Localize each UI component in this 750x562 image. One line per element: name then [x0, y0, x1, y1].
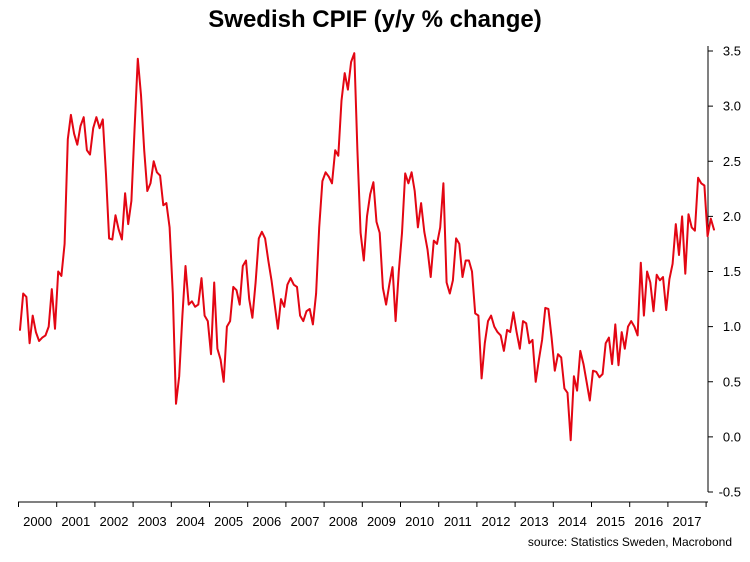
x-tick-label: 2012 — [482, 514, 511, 529]
y-tick-label: 0.0 — [723, 429, 741, 444]
x-tick-label: 2015 — [596, 514, 625, 529]
x-tick-label: 2014 — [558, 514, 587, 529]
x-tick-label: 2013 — [520, 514, 549, 529]
chart-title: Swedish CPIF (y/y % change) — [208, 6, 542, 33]
y-tick-label: 2.5 — [723, 154, 741, 169]
x-tick-label: 2004 — [176, 514, 205, 529]
source-note: source: Statistics Sweden, Macrobond — [527, 535, 732, 549]
y-tick-label: 3.5 — [723, 44, 741, 59]
x-tick-label: 2009 — [367, 514, 396, 529]
series-layer — [19, 52, 715, 442]
x-tick-label: 2003 — [138, 514, 167, 529]
x-tick-label: 2008 — [329, 514, 358, 529]
y-tick-label: 1.0 — [723, 319, 741, 334]
y-tick-label: 0.5 — [723, 374, 741, 389]
y-tick-label: 1.5 — [723, 264, 741, 279]
x-tick-label: 2010 — [405, 514, 434, 529]
x-tick-label: 2005 — [214, 514, 243, 529]
series-line — [19, 52, 715, 442]
x-tick-label: 2000 — [23, 514, 52, 529]
x-tick-label: 2011 — [444, 514, 472, 529]
y-tick-label: 3.0 — [723, 99, 741, 114]
x-tick-label: 2016 — [634, 514, 663, 529]
x-tick-label: 2002 — [100, 514, 129, 529]
y-tick-label: -0.5 — [719, 485, 741, 500]
x-tick-label: 2017 — [673, 514, 702, 529]
x-tick-label: 2006 — [252, 514, 281, 529]
axes: -0.5 0.0 0.5 1.0 1.5 2.0 2.5 3.0 3.5 2000 2001 2002… — [18, 44, 741, 529]
y-tick-label: 2.0 — [723, 209, 741, 224]
x-tick-label: 2001 — [61, 514, 90, 529]
x-tick-label: 2007 — [291, 514, 320, 529]
